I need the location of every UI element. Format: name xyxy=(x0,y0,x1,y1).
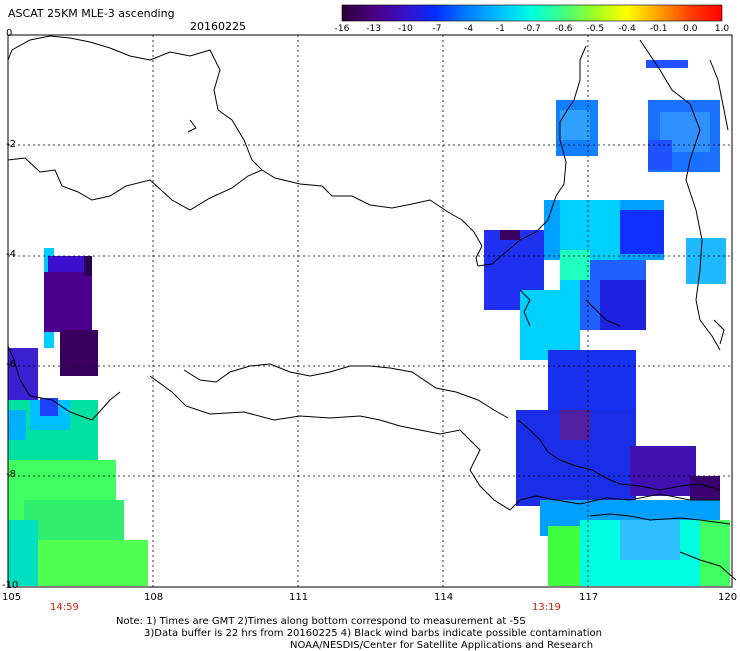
colorbar-label: -0.7 xyxy=(523,24,541,34)
colorbar-label: -0.1 xyxy=(650,24,668,34)
colorbar-label: -0.4 xyxy=(618,24,636,34)
y-tick-label: -6 xyxy=(6,359,16,370)
x-tick-label: 117 xyxy=(579,592,599,603)
x-tick-label: 108 xyxy=(144,592,164,603)
map-title: ASCAT 25KM MLE-3 ascending xyxy=(8,7,175,20)
coastlines xyxy=(7,35,737,581)
colorbar-label: -16 xyxy=(335,24,350,34)
colorbar-label: -0.6 xyxy=(555,24,573,34)
colorbar-label: 0.0 xyxy=(683,24,698,34)
x-tick-label: 111 xyxy=(289,592,309,603)
swath-time-right: 13:19 xyxy=(532,602,561,613)
note-line-3: NOAA/NESDIS/Center for Satellite Applica… xyxy=(290,640,594,651)
data-swaths xyxy=(8,60,730,586)
y-tick-label: -2 xyxy=(6,139,16,150)
colorbar-label: 1.0 xyxy=(715,24,730,34)
colorbar-label: -0.5 xyxy=(587,24,605,34)
colorbar-label: -10 xyxy=(398,24,413,34)
map-date: 20160225 xyxy=(190,20,246,33)
y-tick-label: -8 xyxy=(6,469,16,480)
colorbar-label: -1 xyxy=(496,24,505,34)
colorbar-label: -7 xyxy=(433,24,442,34)
colorbar-label: -13 xyxy=(366,24,381,34)
map-frame xyxy=(7,34,733,588)
swath-time-left: 14:59 xyxy=(50,602,79,613)
colorbar-label: -4 xyxy=(464,24,473,34)
colorbar-strip xyxy=(341,4,723,22)
y-tick-label: -10 xyxy=(2,580,19,591)
note-line-1: Note: 1) Times are GMT 2)Times along bot… xyxy=(116,616,526,627)
x-tick-label: 105 xyxy=(2,592,22,603)
note-line-2: 3)Data buffer is 22 hrs from 20160225 4)… xyxy=(144,628,602,639)
x-tick-label: 114 xyxy=(434,592,454,603)
grid xyxy=(8,35,732,587)
y-tick-label: 0 xyxy=(6,28,13,39)
y-tick-label: -4 xyxy=(6,249,16,260)
x-tick-label: 120 xyxy=(718,592,738,603)
colorbar: -16 -13 -10 -7 -4 -1 -0.7 -0.6 -0.5 -0.4 -0.1 0.0 1.… xyxy=(335,4,730,34)
